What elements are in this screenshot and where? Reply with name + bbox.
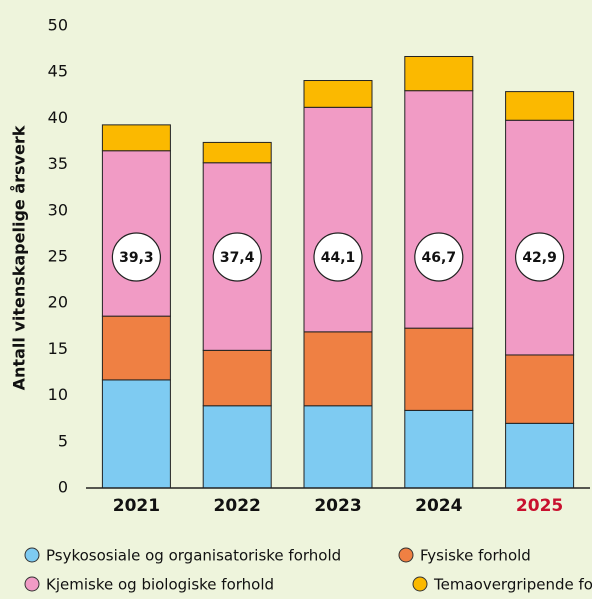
y-tick-label: 25 xyxy=(48,247,68,266)
legend-label: Kjemiske og biologiske forhold xyxy=(46,576,274,594)
total-marker xyxy=(414,232,464,282)
y-tick-label: 45 xyxy=(48,62,68,81)
bar-segment xyxy=(303,331,373,407)
y-tick-label: 35 xyxy=(48,154,68,173)
bar-segment xyxy=(505,354,575,424)
x-tick-label: 2021 xyxy=(113,496,160,516)
legend-marker xyxy=(24,576,40,592)
total-marker xyxy=(111,232,161,282)
bar-segment xyxy=(303,106,373,333)
y-tick-label: 0 xyxy=(58,478,68,497)
y-tick-label: 5 xyxy=(58,431,68,450)
x-tick-label: 2025 xyxy=(516,496,563,516)
y-tick-label: 20 xyxy=(48,293,68,312)
total-label: 44,1 xyxy=(321,250,356,266)
bar-segment xyxy=(505,422,575,489)
bar-segment xyxy=(202,141,272,164)
total-label: 39,3 xyxy=(119,250,154,266)
total-label: 37,4 xyxy=(220,250,255,266)
bar-segment xyxy=(202,349,272,407)
legend-marker xyxy=(398,547,414,563)
y-tick-label: 15 xyxy=(48,339,68,358)
x-tick-label: 2022 xyxy=(214,496,261,516)
legend-marker xyxy=(412,576,428,592)
bar-segment xyxy=(101,379,171,489)
y-tick-label: 10 xyxy=(48,385,68,404)
bar-segment xyxy=(404,327,474,411)
total-label: 46,7 xyxy=(422,250,457,266)
bar-segment xyxy=(505,91,575,121)
legend-label: Psykososiale og organisatoriske forhold xyxy=(46,547,341,565)
legend-label: Temaovergripende forhold xyxy=(433,576,592,594)
y-tick-label: 50 xyxy=(48,16,68,35)
x-tick-label: 2023 xyxy=(314,496,361,516)
y-axis-label: Antall vitenskapelige årsverk xyxy=(10,125,29,390)
bar-segment xyxy=(404,90,474,329)
y-tick-label: 40 xyxy=(48,108,68,127)
total-label: 42,9 xyxy=(522,250,557,266)
bar-segment xyxy=(101,315,171,381)
total-marker xyxy=(313,232,363,282)
total-marker xyxy=(212,232,262,282)
bar-segment xyxy=(202,405,272,489)
bar-segment xyxy=(404,409,474,489)
bar-segment xyxy=(303,80,373,108)
legend-label: Fysiske forhold xyxy=(420,547,531,565)
bar-segment xyxy=(303,405,373,489)
bar-segment xyxy=(101,124,171,152)
bar-segment xyxy=(404,55,474,92)
total-marker xyxy=(514,232,565,282)
x-tick-label: 2024 xyxy=(415,496,462,516)
y-tick-label: 30 xyxy=(48,200,68,219)
legend-marker xyxy=(24,547,40,563)
